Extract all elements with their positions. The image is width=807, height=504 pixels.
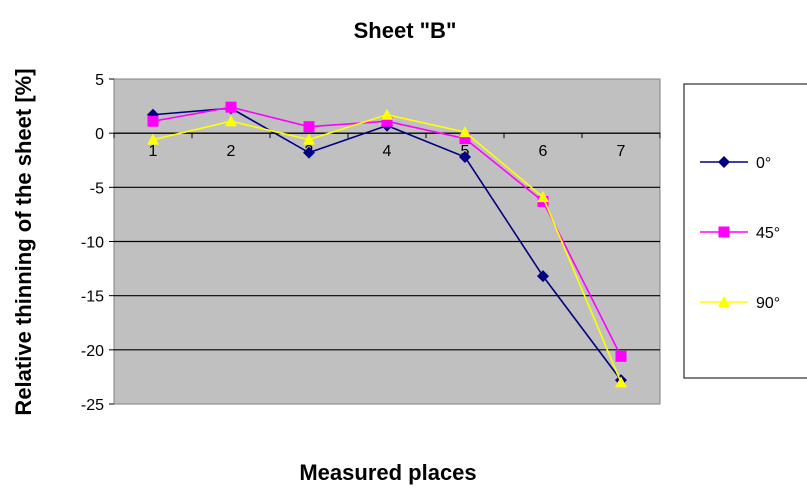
legend-label: 90° — [756, 295, 780, 312]
y-tick-label: -5 — [90, 180, 104, 197]
data-point — [381, 115, 393, 127]
y-axis-title: Relative thinning of the sheet [%] — [11, 68, 36, 415]
series-2 — [147, 108, 627, 388]
x-tick-label: 2 — [227, 143, 236, 160]
data-point — [147, 133, 159, 145]
y-tick-label: 0 — [95, 126, 104, 143]
series-layer — [147, 101, 627, 388]
legend-label: 45° — [756, 225, 780, 242]
data-point — [537, 270, 549, 283]
x-tick-label: 1 — [149, 143, 158, 160]
y-tick-label: -25 — [81, 397, 104, 414]
data-point — [303, 146, 315, 159]
data-point — [459, 133, 471, 145]
data-point — [459, 126, 471, 138]
y-tick-label: 5 — [95, 72, 104, 89]
data-point — [459, 151, 471, 163]
x-axis-title: Measured places — [299, 460, 476, 485]
data-point — [537, 191, 549, 203]
data-point — [303, 133, 315, 145]
data-point — [615, 350, 627, 362]
legend-marker — [718, 226, 730, 238]
legend-marker — [718, 296, 730, 307]
gridlines — [109, 78, 661, 405]
data-point — [225, 115, 237, 127]
data-point — [147, 115, 159, 127]
x-tick-label: 6 — [539, 143, 548, 160]
legend-entry: 90° — [700, 295, 780, 312]
y-tick-label: -10 — [81, 235, 104, 252]
data-point — [303, 121, 315, 133]
x-tick-label: 7 — [617, 143, 626, 160]
y-tick-labels: 5 0 -5 -10 -15 -20 -25 — [81, 72, 104, 414]
legend-marker — [718, 156, 730, 168]
data-point — [381, 108, 393, 120]
y-tick-label: -15 — [81, 289, 104, 306]
legend-label: 0° — [756, 155, 771, 172]
legend: 0° 45° 90° — [700, 155, 780, 312]
chart-title: Sheet "B" — [354, 18, 457, 43]
y-tick-label: -20 — [81, 343, 104, 360]
data-point — [615, 376, 627, 388]
data-point — [225, 101, 237, 113]
legend-entry: 45° — [700, 225, 780, 242]
legend-box — [683, 83, 807, 379]
x-tick-label: 4 — [383, 143, 392, 160]
legend-entry: 0° — [700, 155, 771, 172]
